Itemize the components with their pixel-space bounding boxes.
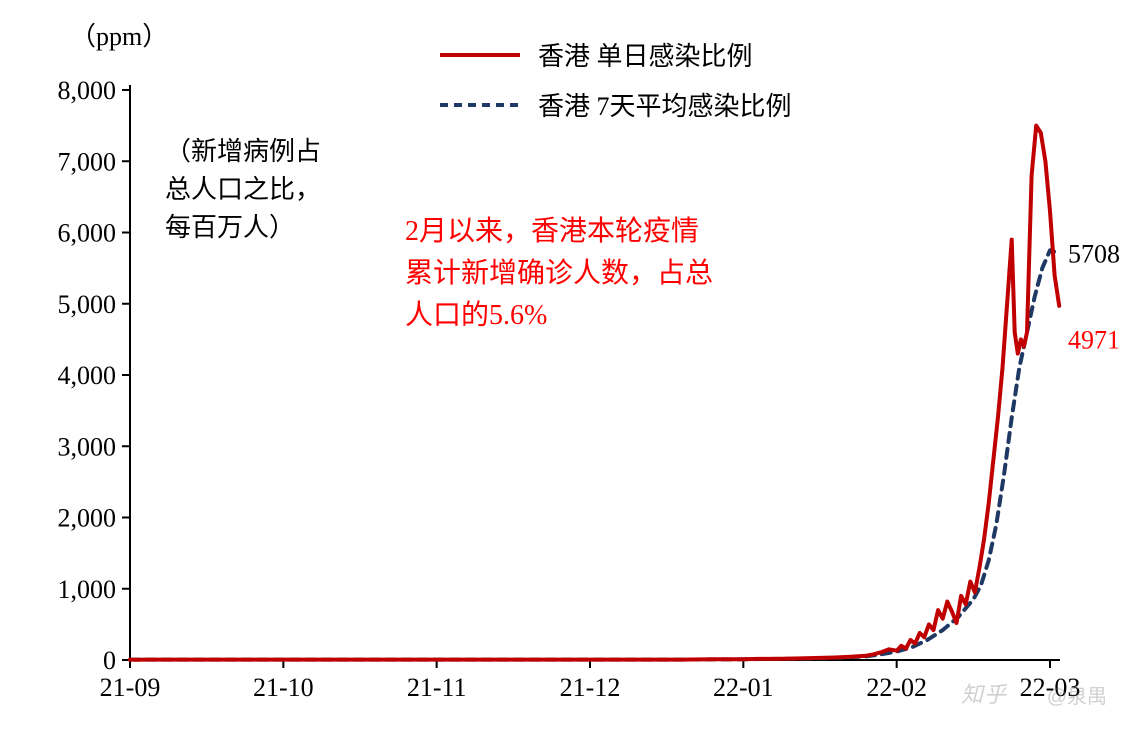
chart-container: 0 1,000 2,000 3,000 4,000 5,000 6,000 7,000 8,00…	[0, 0, 1147, 737]
chart-note-line: （新增病例占	[165, 137, 321, 166]
series-7day-avg	[130, 250, 1059, 659]
chart-annotation-line: 累计新增确诊人数，占总	[405, 257, 713, 289]
y-tick-label: 3,000	[58, 432, 117, 461]
chart-note-line: 总人口之比，	[165, 175, 321, 204]
legend-label: 香港 7天平均感染比例	[538, 92, 792, 121]
chart-note-line: 每百万人）	[165, 213, 295, 242]
y-tick-label: 7,000	[58, 147, 117, 176]
x-tick-label: 22-03	[1020, 673, 1081, 702]
x-tick-label: 22-02	[866, 673, 927, 702]
y-tick-label: 6,000	[58, 219, 117, 248]
y-tick-label: 5,000	[58, 290, 117, 319]
y-tick-label: 8,000	[58, 76, 117, 105]
series-daily	[130, 126, 1059, 660]
chart-svg: 0 1,000 2,000 3,000 4,000 5,000 6,000 7,000 8,00…	[0, 0, 1147, 737]
y-tick-label: 0	[103, 646, 116, 675]
series-end-label: 4971	[1068, 325, 1120, 354]
x-tick-label: 22-01	[713, 673, 774, 702]
x-tick-label: 21-10	[253, 673, 314, 702]
x-tick-label: 21-12	[560, 673, 621, 702]
series-end-label: 5708	[1068, 239, 1120, 268]
x-tick-label: 21-11	[407, 673, 467, 702]
unit-label: （ppm）	[70, 22, 168, 51]
y-tick-label: 2,000	[58, 504, 117, 533]
y-tick-label: 4,000	[58, 361, 117, 390]
legend-label: 香港 单日感染比例	[538, 42, 753, 71]
x-tick-label: 21-09	[100, 673, 161, 702]
y-tick-label: 1,000	[58, 575, 117, 604]
chart-annotation-line: 人口的5.6%	[405, 299, 547, 331]
chart-annotation-line: 2月以来，香港本轮疫情	[405, 215, 699, 247]
